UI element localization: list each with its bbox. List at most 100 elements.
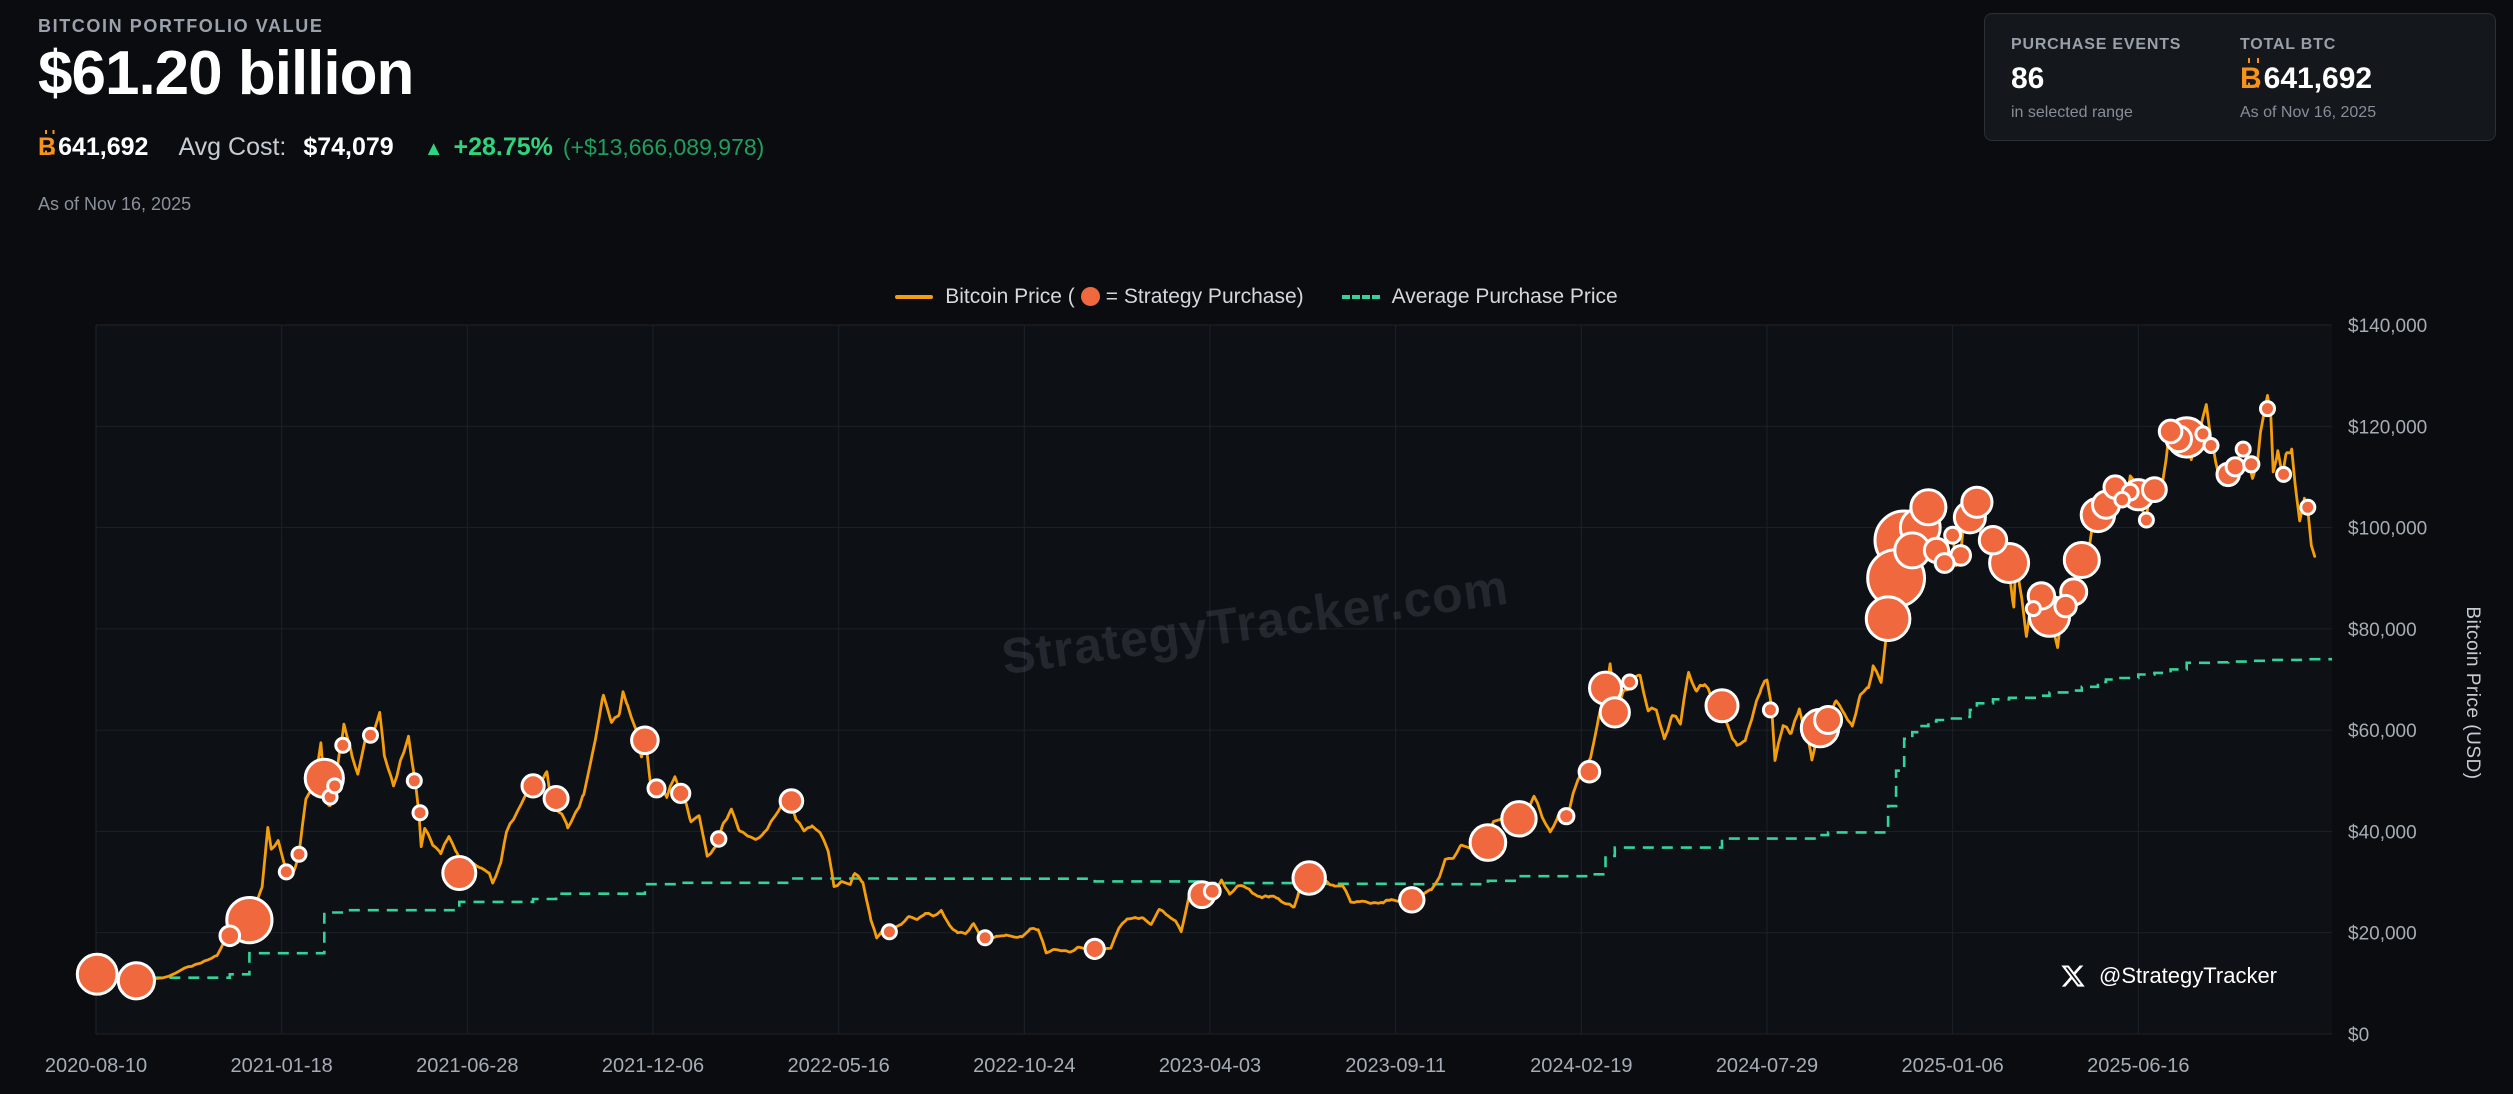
x-tick-label: 2020-08-10	[45, 1055, 147, 1077]
y-tick-label: $60,000	[2348, 721, 2417, 742]
x-tick-label: 2023-04-03	[1159, 1055, 1261, 1077]
purchase-bubble[interactable]	[976, 929, 994, 947]
purchase-bubble[interactable]	[1704, 688, 1740, 724]
purchase-bubble[interactable]	[630, 725, 660, 756]
average-price-line[interactable]	[96, 657, 2332, 979]
x-logo-icon	[2061, 965, 2085, 987]
purchase-bubble[interactable]	[1864, 595, 1912, 643]
price-line-swatch-icon	[895, 295, 934, 299]
total-btc-label: TOTAL BTC	[2240, 36, 2337, 53]
purchase-bubble[interactable]	[1598, 696, 1631, 729]
gain-absolute: (+$13,666,089,978)	[562, 134, 765, 160]
y-tick-label: $80,000	[2348, 620, 2417, 641]
purchase-bubble[interactable]	[1468, 823, 1508, 862]
legend-avg-label: Average Purchase Price	[1391, 285, 1618, 308]
purchase-events-column: PURCHASE EVENTS 86 in selected range	[2011, 36, 2240, 121]
purchase-bubble[interactable]	[277, 863, 295, 881]
purchase-bubble[interactable]	[778, 788, 805, 814]
purchase-bubble[interactable]	[2024, 600, 2042, 618]
purchase-bubble[interactable]	[1943, 525, 1962, 545]
total-btc-sub: As of Nov 16, 2025	[2240, 104, 2377, 121]
purchase-events-sub: in selected range	[2011, 104, 2133, 121]
purchase-bubble[interactable]	[1577, 759, 1602, 784]
purchase-bubble[interactable]	[290, 845, 308, 863]
purchase-bubble[interactable]	[116, 961, 156, 1001]
purchase-bubble[interactable]	[1909, 488, 1948, 527]
x-tick-label: 2021-12-06	[602, 1055, 704, 1077]
purchase-bubble[interactable]	[1761, 701, 1779, 719]
plot-area[interactable]	[96, 325, 2332, 1034]
x-tick-label: 2022-10-24	[973, 1055, 1075, 1077]
legend-bitcoin-price[interactable]: Bitcoin Price (= Strategy Purchase)	[895, 285, 1304, 309]
purchase-bubble[interactable]	[362, 726, 379, 744]
purchase-bubble[interactable]	[1083, 937, 1106, 961]
purchase-bubble[interactable]	[1813, 705, 1844, 735]
purchase-bubble[interactable]	[1621, 673, 1639, 691]
purchase-events-value: 86	[2011, 62, 2045, 95]
purchase-bubble[interactable]	[1500, 800, 1538, 838]
purchase-bubble[interactable]	[520, 773, 546, 799]
x-tick-label: 2025-01-06	[1901, 1055, 2003, 1077]
purchase-bubble[interactable]	[218, 924, 242, 948]
purchase-bubble[interactable]	[2157, 418, 2184, 445]
purchase-bubble[interactable]	[646, 778, 667, 799]
purchase-bubble[interactable]	[2194, 425, 2212, 443]
purchase-bubble[interactable]	[75, 952, 119, 996]
handle-text: @StrategyTracker	[2099, 963, 2278, 988]
purchase-bubble[interactable]	[1977, 525, 2009, 556]
purchase-bubble[interactable]	[2224, 456, 2246, 478]
purchase-bubble[interactable]	[2137, 511, 2155, 529]
purchase-bubble[interactable]	[670, 782, 692, 805]
purchase-bubble[interactable]	[1933, 552, 1956, 574]
purchase-bubble[interactable]	[2275, 465, 2293, 483]
purchase-bubble[interactable]	[1202, 881, 1222, 901]
x-tick-label: 2025-06-16	[2087, 1055, 2189, 1077]
purchase-bubble[interactable]	[2242, 455, 2261, 474]
purchase-bubble[interactable]	[1291, 860, 1327, 896]
x-tick-label: 2024-07-29	[1716, 1055, 1818, 1077]
gain-percent: +28.75%	[453, 133, 553, 161]
purchase-bubble[interactable]	[334, 736, 352, 754]
purchase-bubble[interactable]	[2141, 476, 2168, 504]
total-btc-value: 641,692	[2240, 58, 2469, 96]
purchase-bubble[interactable]	[2062, 541, 2101, 579]
purchase-bubble[interactable]	[880, 923, 898, 941]
purchase-bubble[interactable]	[1960, 485, 1994, 519]
total-btc-number: 641,692	[2263, 62, 2373, 95]
purchase-bubble[interactable]	[2299, 498, 2317, 516]
purchase-bubble[interactable]	[542, 785, 570, 812]
purchase-bubble[interactable]	[2053, 593, 2078, 619]
x-tick-label: 2021-06-28	[416, 1055, 518, 1077]
purchase-bubble[interactable]	[1398, 886, 1426, 914]
purchase-bubble[interactable]	[710, 830, 728, 848]
purchase-bubble[interactable]	[405, 772, 423, 790]
y-tick-label: $140,000	[2348, 316, 2427, 337]
purchase-bubble[interactable]	[2202, 437, 2220, 454]
y-tick-label: $40,000	[2348, 822, 2417, 843]
strategytracker-handle-link[interactable]: @StrategyTracker	[2060, 963, 2277, 989]
btc-symbol-icon	[38, 130, 56, 162]
stats-row: 641,692 Avg Cost: $74,079 ▲ +28.75% (+$1…	[38, 130, 765, 162]
y-axis-title: Bitcoin Price (USD)	[2462, 606, 2483, 780]
up-triangle-icon: ▲	[423, 138, 444, 160]
btc-symbol-icon	[2240, 58, 2262, 96]
header: BITCOIN PORTFOLIO VALUE $61.20 billion 6…	[38, 16, 764, 215]
purchase-bubble[interactable]	[2259, 400, 2276, 418]
avg-cost-label: Avg Cost:	[178, 133, 287, 161]
purchase-bubble[interactable]	[441, 855, 478, 891]
gain-stat: ▲ +28.75% (+$13,666,089,978)	[424, 133, 765, 162]
x-tick-label: 2024-02-19	[1530, 1055, 1632, 1077]
purchase-bubble[interactable]	[2234, 440, 2252, 458]
purchase-bubble[interactable]	[1557, 807, 1576, 826]
y-tick-label: $100,000	[2348, 519, 2427, 540]
purchase-bubble[interactable]	[326, 777, 344, 795]
strategy-purchase-dot-icon	[1080, 287, 1100, 306]
legend-average-price[interactable]: Average Purchase Price	[1341, 285, 1618, 309]
purchase-events-label: PURCHASE EVENTS	[2011, 36, 2182, 53]
y-tick-label: $120,000	[2348, 417, 2427, 438]
x-tick-label: 2021-01-18	[231, 1055, 333, 1077]
purchase-bubble[interactable]	[2113, 490, 2131, 509]
purchase-bubble[interactable]	[411, 804, 429, 822]
